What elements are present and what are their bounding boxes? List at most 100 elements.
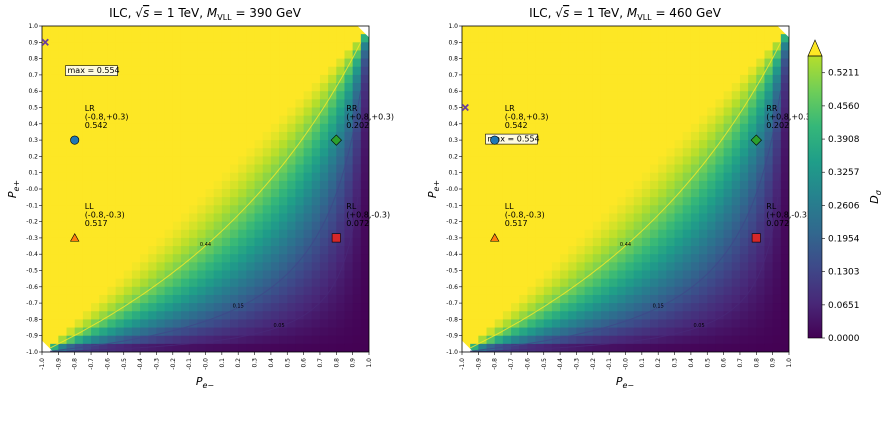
- heatmap-cell: [707, 197, 717, 206]
- heatmap-cell: [519, 123, 529, 133]
- heatmap-cell: [502, 237, 512, 247]
- heatmap-cell: [707, 66, 717, 76]
- heatmap-cell: [82, 50, 92, 60]
- heatmap-cell: [303, 91, 313, 100]
- heatmap-cell: [731, 213, 741, 223]
- heatmap-cell: [164, 172, 174, 182]
- heatmap-cell: [478, 229, 488, 239]
- heatmap-cell: [764, 34, 774, 43]
- heatmap-cell: [617, 237, 627, 247]
- y-tick-label: 0.4: [448, 121, 458, 128]
- heatmap-cell: [486, 107, 496, 117]
- colorbar-tick-label: 0.3257: [828, 168, 860, 178]
- heatmap-cell: [295, 131, 305, 141]
- heatmap-cell: [494, 278, 504, 288]
- heatmap-cell: [238, 131, 247, 141]
- heatmap-cell: [502, 262, 512, 272]
- heatmap-cell: [527, 270, 537, 280]
- heatmap-cell: [486, 115, 496, 125]
- heatmap-cell: [519, 197, 529, 206]
- heatmap-cell: [625, 66, 635, 76]
- heatmap-cell: [641, 115, 651, 125]
- heatmap-cell: [519, 286, 529, 296]
- heatmap-cell: [189, 237, 198, 247]
- x-tick-label: -0.9: [475, 358, 482, 370]
- heatmap-cell: [91, 197, 100, 206]
- heatmap-cell: [748, 50, 757, 60]
- heatmap-cell: [140, 164, 149, 174]
- heatmap-cell: [699, 91, 708, 100]
- heatmap-cell: [328, 270, 337, 280]
- heatmap-cell: [633, 262, 643, 272]
- heatmap-cell: [551, 303, 561, 312]
- heatmap-cell: [756, 319, 766, 329]
- heatmap-cell: [254, 156, 264, 166]
- heatmap-cell: [172, 42, 182, 52]
- heatmap-cell: [270, 311, 280, 320]
- heatmap-cell: [107, 205, 117, 215]
- heatmap-cell: [609, 205, 618, 215]
- point-label-ll: (-0.8,-0.3): [505, 210, 545, 219]
- heatmap-cell: [140, 319, 149, 329]
- heatmap-cell: [189, 91, 198, 100]
- heatmap-cell: [270, 74, 280, 84]
- heatmap-cell: [295, 229, 305, 239]
- heatmap-cell: [780, 156, 789, 166]
- heatmap-cell: [352, 294, 362, 304]
- heatmap-cell: [279, 311, 288, 320]
- heatmap-cell: [189, 270, 198, 280]
- heatmap-cell: [238, 278, 247, 288]
- heatmap-cell: [197, 123, 207, 133]
- heatmap-cell: [633, 34, 643, 43]
- heatmap-cell: [180, 107, 190, 117]
- heatmap-cell: [213, 205, 223, 215]
- heatmap-cell: [666, 229, 676, 239]
- heatmap-cell: [780, 311, 789, 320]
- heatmap-cell: [303, 254, 313, 263]
- heatmap-cell: [462, 335, 471, 345]
- heatmap-cell: [221, 286, 231, 296]
- heatmap-cell: [172, 58, 182, 68]
- heatmap-cell: [107, 115, 117, 125]
- heatmap-cell: [674, 278, 684, 288]
- heatmap-cell: [600, 197, 610, 206]
- heatmap-cell: [543, 311, 553, 320]
- heatmap-cell: [609, 262, 618, 272]
- heatmap-cell: [311, 246, 321, 255]
- heatmap-cell: [715, 148, 725, 157]
- heatmap-cell: [107, 91, 117, 100]
- heatmap-cell: [246, 294, 256, 304]
- heatmap-cell: [262, 172, 272, 182]
- heatmap-cell: [238, 270, 247, 280]
- heatmap-cell: [42, 156, 51, 166]
- heatmap-cell: [568, 246, 578, 255]
- heatmap-cell: [279, 66, 288, 76]
- heatmap-cell: [238, 343, 247, 352]
- heatmap-cell: [58, 286, 68, 296]
- heatmap-cell: [287, 213, 297, 223]
- heatmap-cell: [238, 140, 247, 149]
- y-tick-label: -0.6: [26, 284, 38, 291]
- heatmap-cell: [543, 303, 553, 312]
- heatmap-cell: [213, 91, 223, 100]
- heatmap-cell: [180, 254, 190, 263]
- heatmap-cell: [230, 156, 239, 166]
- heatmap-cell: [303, 197, 313, 206]
- heatmap-cell: [617, 205, 627, 215]
- heatmap-cell: [303, 50, 313, 60]
- heatmap-cell: [666, 294, 676, 304]
- heatmap-cell: [519, 343, 529, 352]
- heatmap-cell: [131, 66, 141, 76]
- heatmap-cell: [295, 66, 305, 76]
- heatmap-cell: [99, 91, 109, 100]
- heatmap-cell: [723, 131, 733, 141]
- heatmap-cell: [568, 26, 578, 35]
- heatmap-cell: [690, 140, 700, 149]
- heatmap-cell: [189, 66, 198, 76]
- heatmap-cell: [319, 327, 329, 337]
- heatmap-cell: [780, 237, 789, 247]
- heatmap-cell: [42, 319, 51, 329]
- heatmap-cell: [262, 205, 272, 215]
- heatmap-cell: [470, 115, 479, 125]
- heatmap-cell: [699, 164, 708, 174]
